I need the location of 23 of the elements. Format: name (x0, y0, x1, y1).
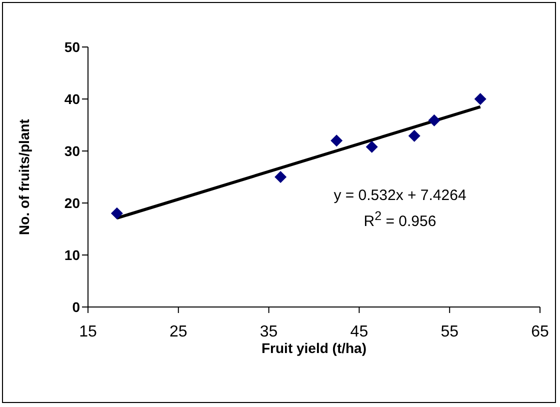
x-axis-title: Fruit yield (t/ha) (262, 340, 366, 356)
point (274, 171, 287, 183)
y-tick-label: 50 (64, 38, 80, 55)
y-tick-label: 0 (72, 298, 80, 315)
point (428, 114, 440, 126)
x-tick-label: 15 (79, 323, 97, 340)
y-tick-label: 40 (64, 90, 80, 107)
x-tick-label: 55 (440, 323, 459, 340)
annotation: y = 0.532x + 7.4264 (332, 186, 468, 206)
y-tick-label: 30 (64, 142, 80, 159)
y-tick-label: 20 (64, 194, 80, 211)
point (408, 130, 420, 142)
x-tick-label: 25 (170, 323, 188, 340)
x-tick-label: 65 (531, 323, 549, 340)
point (474, 93, 486, 105)
point (330, 134, 343, 147)
annotation: R$^{2}$ = 0.956 (362, 208, 438, 232)
x-tick-label: 35 (260, 323, 278, 340)
y-axis-title: No. of fruits/plant (16, 118, 32, 235)
point (110, 207, 123, 220)
x-tick-label: 45 (350, 323, 368, 340)
point (366, 140, 378, 153)
y-tick-label: 10 (64, 246, 80, 263)
